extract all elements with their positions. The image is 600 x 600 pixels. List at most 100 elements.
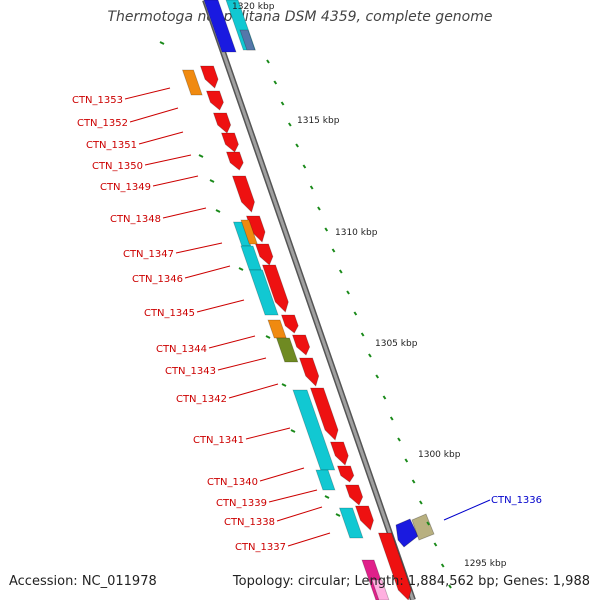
gene-arrow-red-18 bbox=[377, 532, 412, 600]
genome-summary-text: Topology: circular; Length: 1,884,562 bp… bbox=[232, 574, 590, 589]
gene-block-cyan-6 bbox=[338, 507, 364, 539]
inner-tick bbox=[159, 41, 165, 45]
gene-label-3: CTN_1351 bbox=[86, 140, 137, 151]
scale-label-1: 1320 kbp bbox=[232, 2, 275, 12]
scale-tick bbox=[433, 542, 438, 547]
scale-tick bbox=[309, 185, 314, 190]
gene-arrow-red-13 bbox=[309, 387, 339, 441]
gene-label-leader-14 bbox=[259, 467, 305, 482]
scale-tick bbox=[338, 269, 343, 274]
gene-label-10: CTN_1344 bbox=[156, 344, 207, 355]
scale-label-3: 1310 kbp bbox=[335, 228, 378, 238]
gene-label-leader-10 bbox=[208, 335, 256, 349]
gene-arrow-red-2 bbox=[205, 90, 224, 111]
gene-label-leader-18 bbox=[443, 499, 491, 521]
scale-tick bbox=[346, 290, 350, 295]
gene-label-leader-15 bbox=[268, 489, 318, 503]
scale-label-2: 1315 kbp bbox=[297, 116, 340, 126]
scale-tick bbox=[280, 101, 285, 106]
gene-label-leader-8 bbox=[184, 265, 231, 279]
gene-label-1: CTN_1353 bbox=[72, 95, 123, 106]
gene-block-orange-2 bbox=[240, 219, 258, 245]
inner-tick bbox=[238, 267, 244, 271]
gene-label-leader-6 bbox=[162, 207, 207, 219]
gene-block-orange-3 bbox=[267, 319, 287, 339]
gene-label-leader-9 bbox=[196, 299, 245, 313]
inner-tick bbox=[335, 513, 341, 517]
scale-tick bbox=[448, 584, 452, 589]
gene-block-khaki-1 bbox=[411, 513, 435, 541]
scale-tick bbox=[273, 80, 278, 85]
gene-block-top-blue bbox=[203, 0, 237, 53]
inner-tick bbox=[290, 429, 296, 433]
gene-arrow-red-6 bbox=[231, 175, 255, 213]
inner-tick bbox=[265, 335, 271, 339]
gene-arrow-red-8 bbox=[254, 243, 274, 266]
accession-text: Accession: NC_011978 bbox=[9, 574, 157, 589]
gene-arrow-red-16 bbox=[344, 484, 364, 506]
gene-arrow-red-14 bbox=[329, 441, 349, 466]
gene-block-orange-1 bbox=[181, 69, 203, 96]
gene-label-12: CTN_1342 bbox=[176, 394, 227, 405]
gene-arrow-red-17 bbox=[354, 505, 374, 531]
gene-label-leader-13 bbox=[245, 427, 291, 440]
scale-tick bbox=[353, 311, 358, 316]
gene-label-16: CTN_1338 bbox=[224, 517, 275, 528]
inner-tick bbox=[209, 179, 215, 183]
gene-block-cyan-4 bbox=[292, 389, 336, 471]
gene-block-cyan-3 bbox=[248, 269, 279, 316]
gene-arrow-red-4 bbox=[220, 132, 239, 153]
scale-tick bbox=[419, 500, 423, 505]
scale-label-5: 1300 kbp bbox=[418, 450, 461, 460]
scale-tick bbox=[368, 353, 372, 358]
scale-tick bbox=[360, 332, 365, 337]
scale-tick bbox=[411, 479, 416, 484]
gene-label-14: CTN_1340 bbox=[207, 477, 258, 488]
gene-label-5: CTN_1349 bbox=[100, 182, 151, 193]
gene-label-9: CTN_1345 bbox=[144, 308, 195, 319]
scale-tick bbox=[324, 227, 329, 232]
inner-tick bbox=[281, 383, 287, 387]
gene-label-leader-5 bbox=[152, 175, 199, 187]
gene-block-pink-1 bbox=[371, 579, 390, 600]
gene-label-leader-16 bbox=[276, 506, 323, 522]
gene-label-leader-1 bbox=[124, 87, 171, 100]
gene-label-17: CTN_1337 bbox=[235, 542, 286, 553]
scale-tick bbox=[397, 437, 401, 442]
scale-tick bbox=[375, 374, 380, 379]
inner-tick bbox=[324, 495, 330, 499]
gene-arrow-red-12 bbox=[298, 357, 320, 387]
gene-arrow-red-9 bbox=[261, 264, 289, 313]
scale-tick bbox=[382, 395, 387, 400]
scale-tick bbox=[288, 122, 292, 127]
gene-label-15: CTN_1339 bbox=[216, 498, 267, 509]
gene-label-13: CTN_1341 bbox=[193, 435, 244, 446]
gene-label-leader-11 bbox=[217, 357, 267, 371]
scale-tick bbox=[389, 416, 394, 421]
gene-label-11: CTN_1343 bbox=[165, 366, 216, 377]
gene-arrow-red-15 bbox=[336, 465, 355, 483]
gene-label-leader-2 bbox=[129, 107, 179, 123]
gene-arrow-blue-ctn1336 bbox=[395, 518, 419, 548]
gene-label-8: CTN_1346 bbox=[132, 274, 183, 285]
gene-label-18: CTN_1336 bbox=[491, 495, 542, 506]
gene-label-leader-17 bbox=[287, 532, 331, 547]
scale-tick bbox=[331, 248, 336, 253]
scale-tick bbox=[317, 206, 321, 211]
gene-label-leader-7 bbox=[175, 242, 223, 254]
gene-block-cyan-5 bbox=[315, 469, 336, 491]
scale-label-6: 1295 kbp bbox=[464, 559, 507, 569]
scale-tick bbox=[266, 59, 270, 64]
gene-label-leader-3 bbox=[138, 131, 184, 145]
gene-label-6: CTN_1348 bbox=[110, 214, 161, 225]
scale-tick bbox=[404, 458, 409, 463]
genome-backbone-highlight bbox=[203, 0, 415, 600]
gene-label-leader-4 bbox=[144, 154, 192, 166]
gene-arrow-red-5 bbox=[225, 151, 244, 171]
scale-tick bbox=[295, 143, 299, 148]
gene-label-7: CTN_1347 bbox=[123, 249, 174, 260]
gene-label-leader-12 bbox=[228, 383, 279, 399]
gene-arrow-red-3 bbox=[212, 112, 232, 134]
